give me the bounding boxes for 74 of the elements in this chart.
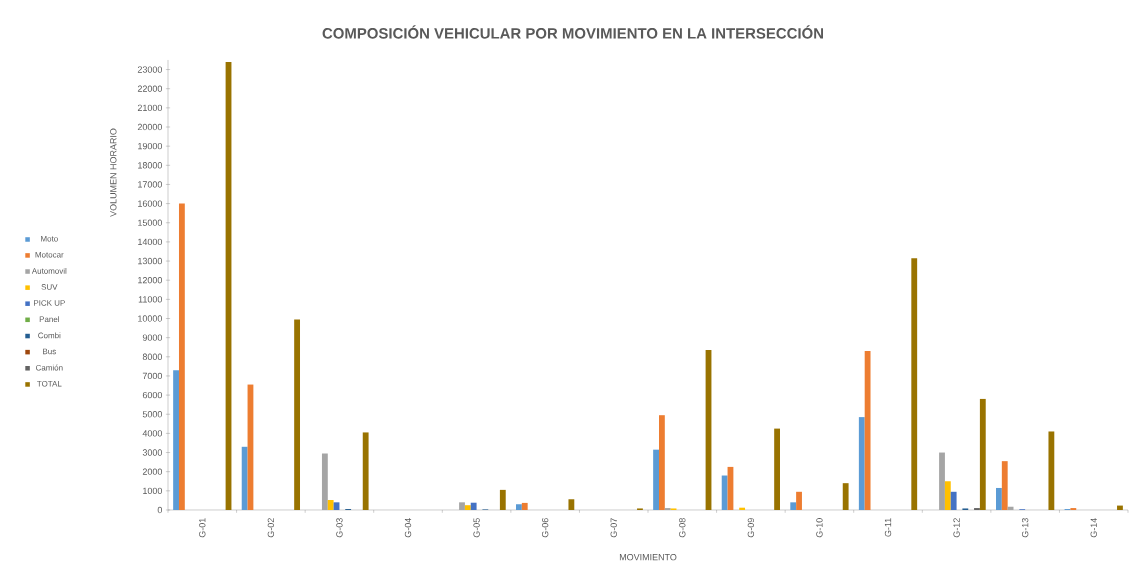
x-tick-label: G-07 bbox=[610, 518, 617, 538]
bar bbox=[950, 491, 957, 510]
y-tick-label: 5000 bbox=[142, 411, 163, 418]
bar bbox=[470, 502, 477, 510]
x-tick-label: G-04 bbox=[404, 518, 412, 538]
bar bbox=[864, 351, 871, 510]
y-tick-label: 13000 bbox=[138, 257, 163, 265]
y-tick-label: 15000 bbox=[138, 219, 163, 226]
x-tick-label: G-14 bbox=[1090, 518, 1097, 538]
y-tick-label: 7000 bbox=[142, 372, 163, 380]
x-tick-label: G-02 bbox=[267, 518, 275, 538]
y-tick-label: 0 bbox=[157, 506, 163, 514]
bar bbox=[721, 475, 728, 510]
bar bbox=[327, 500, 334, 510]
bar bbox=[658, 415, 665, 510]
bar bbox=[459, 502, 465, 510]
x-tick-label: G-12 bbox=[953, 518, 960, 538]
y-tick-label: 11000 bbox=[138, 296, 163, 303]
y-tick-label: 23000 bbox=[137, 66, 163, 73]
bar bbox=[796, 491, 802, 510]
bar bbox=[516, 504, 522, 510]
bar bbox=[979, 398, 986, 510]
x-tick-label: G-11 bbox=[884, 518, 892, 537]
bar bbox=[653, 449, 659, 510]
bar bbox=[911, 258, 918, 510]
bar bbox=[1001, 461, 1008, 510]
bar bbox=[858, 417, 865, 510]
y-tick-label: 3000 bbox=[142, 449, 163, 456]
x-tick-label: G-06 bbox=[541, 518, 549, 538]
x-tick-label: G-13 bbox=[1021, 518, 1029, 538]
y-tick-label: 6000 bbox=[142, 391, 163, 399]
y-tick-label: 4000 bbox=[142, 430, 163, 437]
bar bbox=[464, 505, 471, 510]
y-tick-label: 17000 bbox=[138, 181, 163, 188]
x-tick-label: G-03 bbox=[336, 518, 343, 538]
y-tick-label: 14000 bbox=[138, 238, 163, 246]
y-tick-label: 16000 bbox=[138, 200, 163, 207]
x-tick-label: G-10 bbox=[816, 518, 823, 538]
bar bbox=[774, 428, 781, 510]
bar bbox=[1117, 505, 1123, 510]
bar bbox=[842, 483, 849, 510]
x-tick-label: G-05 bbox=[473, 518, 480, 538]
bar bbox=[173, 370, 179, 510]
y-tick-label: 1000 bbox=[143, 487, 163, 495]
y-tick-label: 8000 bbox=[142, 353, 163, 360]
bar bbox=[944, 481, 951, 510]
bar bbox=[790, 502, 797, 510]
y-tick-label: 18000 bbox=[138, 162, 163, 169]
y-tick-label: 10000 bbox=[138, 315, 163, 322]
bar bbox=[362, 432, 369, 510]
y-tick-label: 9000 bbox=[142, 334, 163, 341]
bar bbox=[996, 487, 1002, 510]
x-tick-label: G-01 bbox=[199, 518, 206, 538]
bar bbox=[178, 203, 185, 510]
bar bbox=[939, 452, 945, 510]
x-tick-label: G-08 bbox=[679, 518, 686, 538]
y-tick-label: 22000 bbox=[137, 85, 163, 92]
y-tick-label: 12000 bbox=[138, 277, 163, 284]
x-tick-label: G-09 bbox=[747, 518, 755, 538]
bar bbox=[321, 453, 328, 510]
bar bbox=[294, 319, 301, 510]
bar bbox=[1048, 431, 1055, 510]
bar bbox=[568, 499, 575, 510]
y-axis-title: VOLUMEN HORARIO bbox=[110, 128, 117, 217]
x-axis-title: MOVIMIENTO bbox=[619, 554, 677, 561]
y-tick-label: 19000 bbox=[138, 142, 163, 150]
y-tick-label: 21000 bbox=[137, 104, 163, 112]
chart-title: COMPOSICIÓN VEHICULAR POR MOVIMIENTO EN LA INTERSECCIÓN bbox=[322, 25, 823, 39]
bar bbox=[739, 507, 746, 510]
y-tick-label: 2000 bbox=[142, 468, 163, 475]
bar bbox=[241, 446, 248, 510]
bar bbox=[499, 489, 506, 510]
y-tick-label: 20000 bbox=[137, 123, 163, 131]
bar bbox=[521, 502, 528, 510]
